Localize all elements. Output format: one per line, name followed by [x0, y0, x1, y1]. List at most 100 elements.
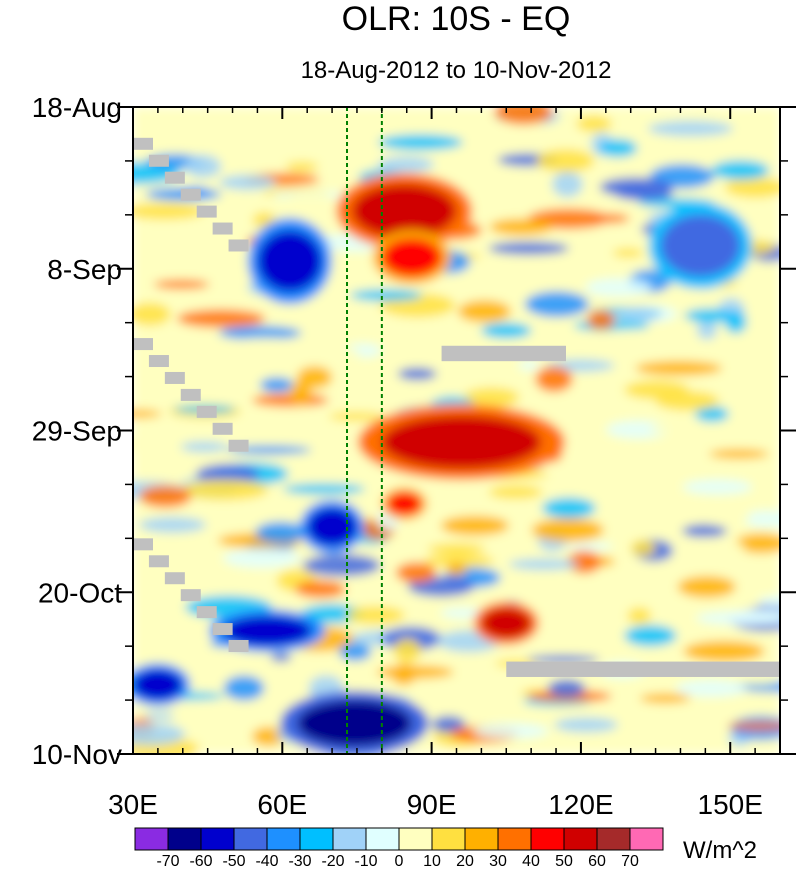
field-patch — [595, 328, 684, 343]
negative-band-2 — [660, 214, 741, 277]
colorbar-swatch — [596, 827, 631, 851]
field-patch — [630, 539, 656, 557]
field-patch — [585, 278, 652, 297]
field-patch — [758, 595, 780, 607]
field-patch — [650, 422, 718, 435]
field-patch — [226, 337, 304, 354]
colorbar-swatch — [332, 827, 367, 851]
field-patch — [184, 154, 222, 178]
colorbar-label: 30 — [489, 853, 507, 869]
y-tick-label: 18-Aug — [32, 92, 122, 123]
colorbar-swatch — [398, 827, 433, 851]
field-patch — [133, 302, 171, 326]
colorbar: -70 -60 -50 -40 -30 -20 -10 0 10 20 30 40 50 60 70 — [134, 827, 664, 869]
field-patch — [219, 174, 277, 191]
field-patch — [648, 120, 733, 137]
x-tick-label: 90E — [407, 789, 457, 820]
field-patch — [345, 606, 405, 625]
x-axis: 30E 60E 90E 120E 150E — [108, 107, 763, 820]
field-patch — [488, 485, 543, 500]
missing-streak-cell — [164, 371, 185, 384]
field-patch — [684, 308, 737, 324]
field-patch — [391, 663, 417, 686]
y-tick-label: 29-Sep — [32, 416, 122, 447]
field-patch — [490, 542, 517, 568]
field-patch — [682, 479, 753, 495]
field-patch — [180, 441, 228, 453]
field-patch — [588, 213, 630, 224]
field-patch — [139, 485, 192, 508]
field-patch — [223, 548, 301, 569]
field-patch — [599, 177, 673, 198]
missing-region-2 — [506, 661, 780, 677]
field-patch — [494, 107, 554, 125]
field-patch — [195, 463, 260, 485]
field-patch — [695, 611, 780, 626]
field-patch — [567, 550, 602, 574]
missing-streak-cell — [196, 405, 217, 418]
field-patch — [677, 575, 736, 598]
positive-band-1 — [351, 184, 457, 238]
colorbar-swatch — [233, 827, 268, 851]
positive-band-4 — [386, 492, 422, 516]
negative-band-5 — [133, 669, 183, 701]
colorbar-label: -30 — [288, 853, 311, 869]
field-patch — [542, 497, 596, 519]
field-patch — [635, 360, 723, 376]
field-patch — [536, 149, 595, 173]
field-patch — [393, 638, 422, 663]
field-patch — [524, 291, 590, 318]
field-patch — [472, 723, 549, 739]
field-patch — [395, 562, 437, 584]
colorbar-label: -70 — [156, 853, 179, 869]
units-label: W/m^2 — [683, 837, 757, 864]
field-patch — [547, 679, 586, 698]
field-patch — [709, 449, 769, 459]
colorbar-label: 0 — [395, 853, 404, 869]
x-tick-label: 30E — [108, 789, 158, 820]
missing-streak-cell — [148, 355, 169, 368]
field-patch — [310, 346, 360, 363]
missing-region-1 — [441, 345, 566, 362]
chart-title: OLR: 10S - EQ — [342, 0, 571, 38]
x-tick-label: 150E — [698, 789, 763, 820]
field-patch — [741, 510, 780, 528]
field-patch — [294, 580, 346, 599]
field-patch — [350, 289, 423, 302]
field-patch — [289, 381, 312, 407]
colorbar-swatch — [530, 827, 565, 851]
missing-streak-cell — [164, 572, 185, 585]
field-patch — [675, 679, 747, 698]
colorbar-label: -50 — [222, 853, 245, 869]
missing-streak-cell — [133, 538, 153, 551]
field-patch — [724, 177, 780, 198]
negative-band-6 — [297, 700, 412, 747]
field-patch — [285, 192, 336, 210]
field-patch — [712, 286, 754, 298]
colorbar-swatch — [629, 827, 664, 851]
field-patch — [489, 218, 554, 236]
colorbar-label: 20 — [456, 853, 474, 869]
field-patch — [552, 171, 583, 198]
field-patch — [576, 115, 612, 133]
field-patch — [345, 399, 401, 410]
field-patch — [377, 156, 435, 173]
colorbar-swatch — [299, 827, 334, 851]
x-tick-label: 120E — [548, 789, 613, 820]
colorbar-label: -40 — [255, 853, 278, 869]
negative-band-1 — [257, 230, 323, 292]
field-patch — [531, 518, 604, 543]
field-patch — [427, 543, 486, 555]
missing-streak-cell — [196, 606, 217, 619]
field-patch — [488, 241, 569, 255]
field-patch — [682, 524, 727, 538]
colorbar-swatch — [365, 827, 400, 851]
field-patch — [508, 558, 580, 571]
missing-streak-cell — [196, 205, 217, 218]
field-patch — [397, 367, 437, 381]
field-patch — [724, 310, 747, 334]
x-tick-label: 60E — [257, 789, 307, 820]
field-patch — [639, 693, 691, 704]
colorbar-label: 10 — [423, 853, 441, 869]
field-patch — [535, 366, 573, 393]
